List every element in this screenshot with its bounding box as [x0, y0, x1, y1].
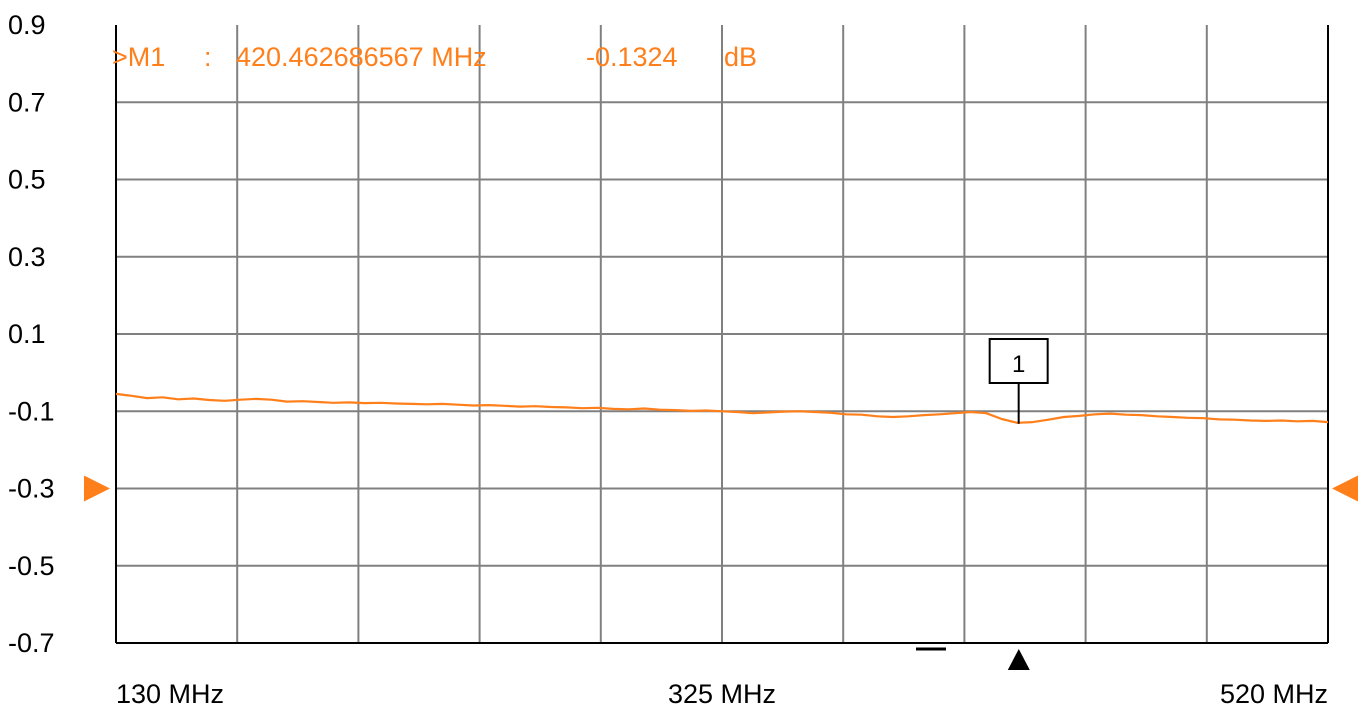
x-tick-label: 130 MHz [116, 679, 224, 709]
marker-readout: >M1 : 420.462686567 MHz -0.1324 dB [112, 42, 757, 72]
y-tick-label: -0.3 [8, 474, 55, 504]
y-tick-label: -0.7 [8, 628, 55, 658]
marker-readout-unit: dB [724, 42, 757, 72]
y-tick-label: 0.1 [8, 319, 46, 349]
stimulus-arrow-icon[interactable] [1007, 649, 1030, 670]
marker-readout-separator: : [204, 42, 212, 72]
reference-level-right-arrow-icon[interactable] [1332, 475, 1358, 502]
y-tick-label: 0.3 [8, 242, 46, 272]
y-tick-label: 0.9 [8, 10, 46, 40]
marker-readout-prefix: >M1 [112, 42, 165, 72]
marker-box-label: 1 [1012, 351, 1025, 378]
y-tick-label: 0.5 [8, 165, 46, 195]
marker-readout-value: -0.1324 [586, 42, 678, 72]
y-tick-label: 0.7 [8, 87, 46, 117]
marker-readout-frequency: 420.462686567 MHz [236, 42, 487, 72]
y-axis-ticks: 0.9 0.7 0.5 0.3 0.1 -0.1 -0.3 -0.5 -0.7 [8, 10, 55, 658]
x-tick-label: 325 MHz [668, 679, 776, 709]
reference-level-left-arrow-icon[interactable] [84, 475, 110, 502]
marker-1[interactable]: 1 [988, 338, 1049, 424]
y-tick-label: -0.1 [8, 396, 55, 426]
x-tick-label: 520 MHz [1220, 679, 1328, 709]
y-tick-label: -0.5 [8, 551, 55, 581]
trace-line [115, 392, 1329, 424]
plot-frame [115, 25, 1329, 644]
x-axis-ticks: 130 MHz 325 MHz 520 MHz [116, 679, 1328, 709]
trace-layer [115, 392, 1329, 424]
